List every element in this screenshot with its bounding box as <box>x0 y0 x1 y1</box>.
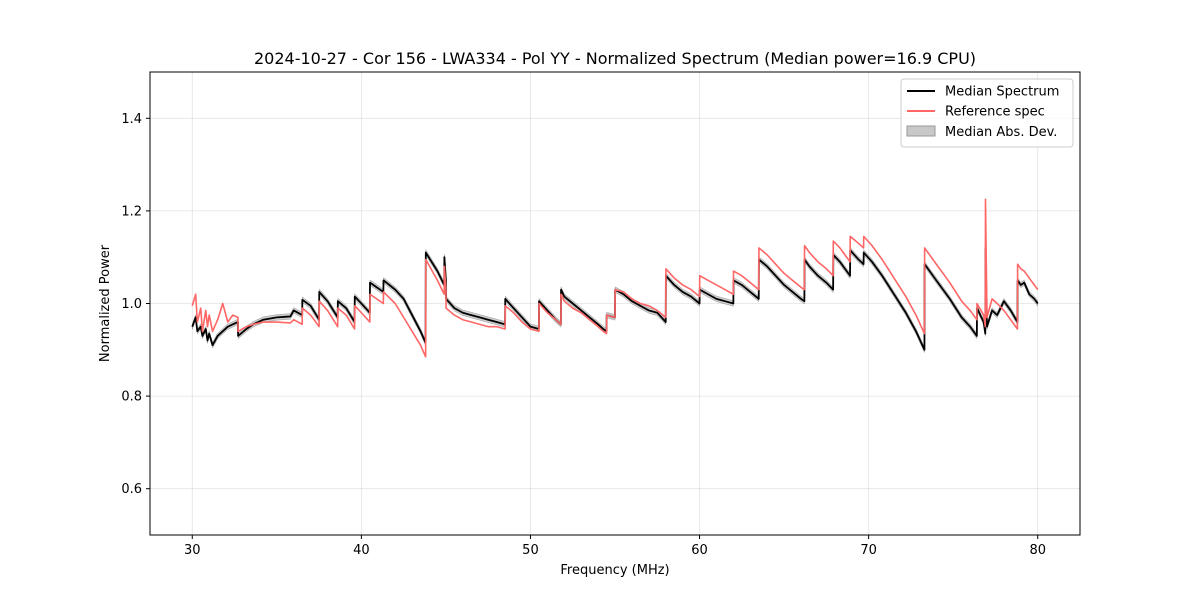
y-tick-label: 0.8 <box>121 390 142 405</box>
x-tick-label: 30 <box>184 543 201 558</box>
x-axis-title: Frequency (MHz) <box>560 563 669 578</box>
reference-spectrum-line <box>191 198 1039 358</box>
x-tick-label: 70 <box>860 543 877 558</box>
axis-ticks: 30 40 50 60 70 80 0.6 0.8 1.0 1.2 1.4 <box>121 112 1046 558</box>
x-tick-label: 40 <box>353 543 370 558</box>
legend-mad-swatch <box>906 125 936 137</box>
y-tick-label: 1.2 <box>121 204 142 219</box>
x-tick-label: 80 <box>1029 543 1046 558</box>
legend-reference-label: Reference spec <box>945 105 1045 120</box>
series-layer <box>191 198 1039 358</box>
chart-title: 2024-10-27 - Cor 156 - LWA334 - Pol YY -… <box>254 49 976 68</box>
x-tick-label: 50 <box>522 543 539 558</box>
y-tick-label: 1.4 <box>121 112 142 127</box>
legend-mad-label: Median Abs. Dev. <box>945 125 1057 140</box>
legend-median-label: Median Spectrum <box>945 85 1059 100</box>
x-tick-label: 60 <box>691 543 708 558</box>
legend-box <box>900 78 1074 148</box>
y-tick-label: 1.0 <box>121 297 142 312</box>
y-tick-label: 0.6 <box>121 482 142 497</box>
y-axis-title: Normalized Power <box>98 244 113 362</box>
legend: Median Spectrum Reference spec Median Ab… <box>900 78 1074 148</box>
